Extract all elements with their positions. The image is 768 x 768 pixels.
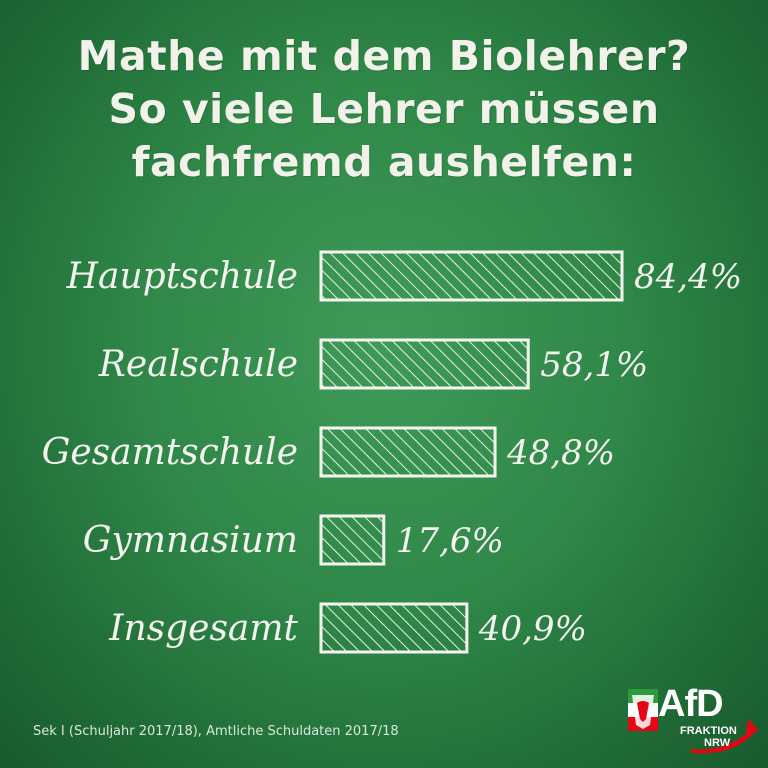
- title-line-2: So viele Lehrer müssen: [108, 85, 660, 133]
- logo-swoosh-icon: [690, 719, 758, 754]
- bars-group: Hauptschule 84,4% Realschule 58,1% Gesamtsch…: [42, 250, 742, 654]
- value-label-realschule: 58,1%: [540, 345, 648, 385]
- bar-realschule: [319, 338, 530, 390]
- logo-wordmark: AfD: [658, 683, 724, 725]
- category-label-gesamtschule: Gesamtschule: [42, 432, 298, 473]
- bar-gesamtschule: [319, 426, 497, 478]
- category-label-insgesamt: Insgesamt: [108, 608, 298, 649]
- source-note: Sek I (Schuljahr 2017/18), Amtliche Schu…: [33, 724, 399, 739]
- category-label-gymnasium: Gymnasium: [83, 520, 298, 561]
- logo-nrw: NRW: [704, 737, 731, 749]
- category-label-realschule: Realschule: [98, 344, 298, 385]
- title-line-1: Mathe mit dem Biolehrer?: [77, 32, 691, 80]
- value-label-insgesamt: 40,9%: [478, 609, 587, 649]
- bar-insgesamt: [319, 602, 469, 654]
- bar-hauptschule: [319, 250, 624, 302]
- afd-fraktion-nrw-logo: AfD FRAKTION NRW: [628, 683, 758, 755]
- bar-gymnasium: [319, 514, 386, 566]
- chart-title: Mathe mit dem Biolehrer? So viele Lehrer…: [0, 30, 768, 189]
- nrw-flag-icon: [628, 689, 658, 731]
- value-label-gesamtschule: 48,8%: [506, 433, 615, 473]
- value-label-gymnasium: 17,6%: [396, 521, 504, 561]
- logo-fraktion: FRAKTION: [680, 725, 737, 737]
- title-line-3: fachfremd aushelfen:: [131, 138, 637, 186]
- category-label-hauptschule: Hauptschule: [66, 256, 298, 297]
- value-label-hauptschule: 84,4%: [634, 257, 742, 297]
